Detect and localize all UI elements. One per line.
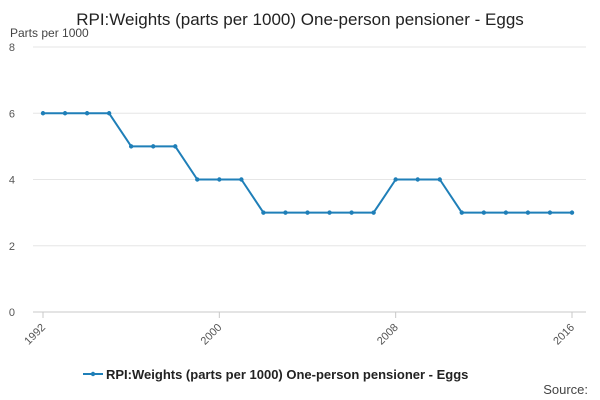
data-point[interactable] xyxy=(84,111,90,116)
grid xyxy=(33,46,586,247)
data-point[interactable] xyxy=(40,111,46,116)
data-point[interactable] xyxy=(106,111,112,116)
series-layer xyxy=(40,111,575,215)
source-label: Source: xyxy=(543,382,588,397)
y-unit-label: Parts per 1000 xyxy=(10,26,89,40)
data-point[interactable] xyxy=(283,210,288,215)
series-line xyxy=(43,112,572,214)
data-point[interactable] xyxy=(547,210,553,215)
x-tick-label: 2000 xyxy=(199,322,225,348)
data-point[interactable] xyxy=(305,210,310,215)
data-point[interactable] xyxy=(503,210,509,215)
x-tick-label: 2016 xyxy=(551,322,577,348)
y-tick-label: 6 xyxy=(9,108,15,120)
y-tick-label: 2 xyxy=(9,241,15,253)
x-tick-label: 1992 xyxy=(22,322,48,348)
data-point[interactable] xyxy=(173,144,178,149)
legend[interactable]: RPI:Weights (parts per 1000) One-person … xyxy=(83,367,468,382)
y-tick-label: 8 xyxy=(9,42,15,54)
data-point[interactable] xyxy=(393,177,398,182)
data-point[interactable] xyxy=(151,144,156,149)
data-point[interactable] xyxy=(217,177,222,182)
chart-title: RPI:Weights (parts per 1000) One-person … xyxy=(76,10,524,29)
data-point[interactable] xyxy=(415,177,420,182)
x-tick-label: 2008 xyxy=(375,322,401,348)
data-point[interactable] xyxy=(569,210,575,215)
data-point[interactable] xyxy=(437,177,442,182)
data-point[interactable] xyxy=(128,144,134,149)
data-point[interactable] xyxy=(239,177,244,182)
data-point[interactable] xyxy=(481,210,487,215)
legend-label: RPI:Weights (parts per 1000) One-person … xyxy=(106,367,468,382)
data-point[interactable] xyxy=(62,111,68,116)
data-point[interactable] xyxy=(525,210,531,215)
data-point[interactable] xyxy=(327,210,332,215)
data-point[interactable] xyxy=(195,177,200,182)
legend-swatch-marker xyxy=(90,371,96,377)
data-point[interactable] xyxy=(349,210,354,215)
y-tick-label: 0 xyxy=(9,307,15,319)
axes: 0 2 4 6 8 1992 2000 2008 2016 xyxy=(9,42,586,347)
y-tick-label: 4 xyxy=(9,175,15,187)
data-point[interactable] xyxy=(371,210,376,215)
data-point[interactable] xyxy=(459,210,464,215)
data-point[interactable] xyxy=(261,210,266,215)
